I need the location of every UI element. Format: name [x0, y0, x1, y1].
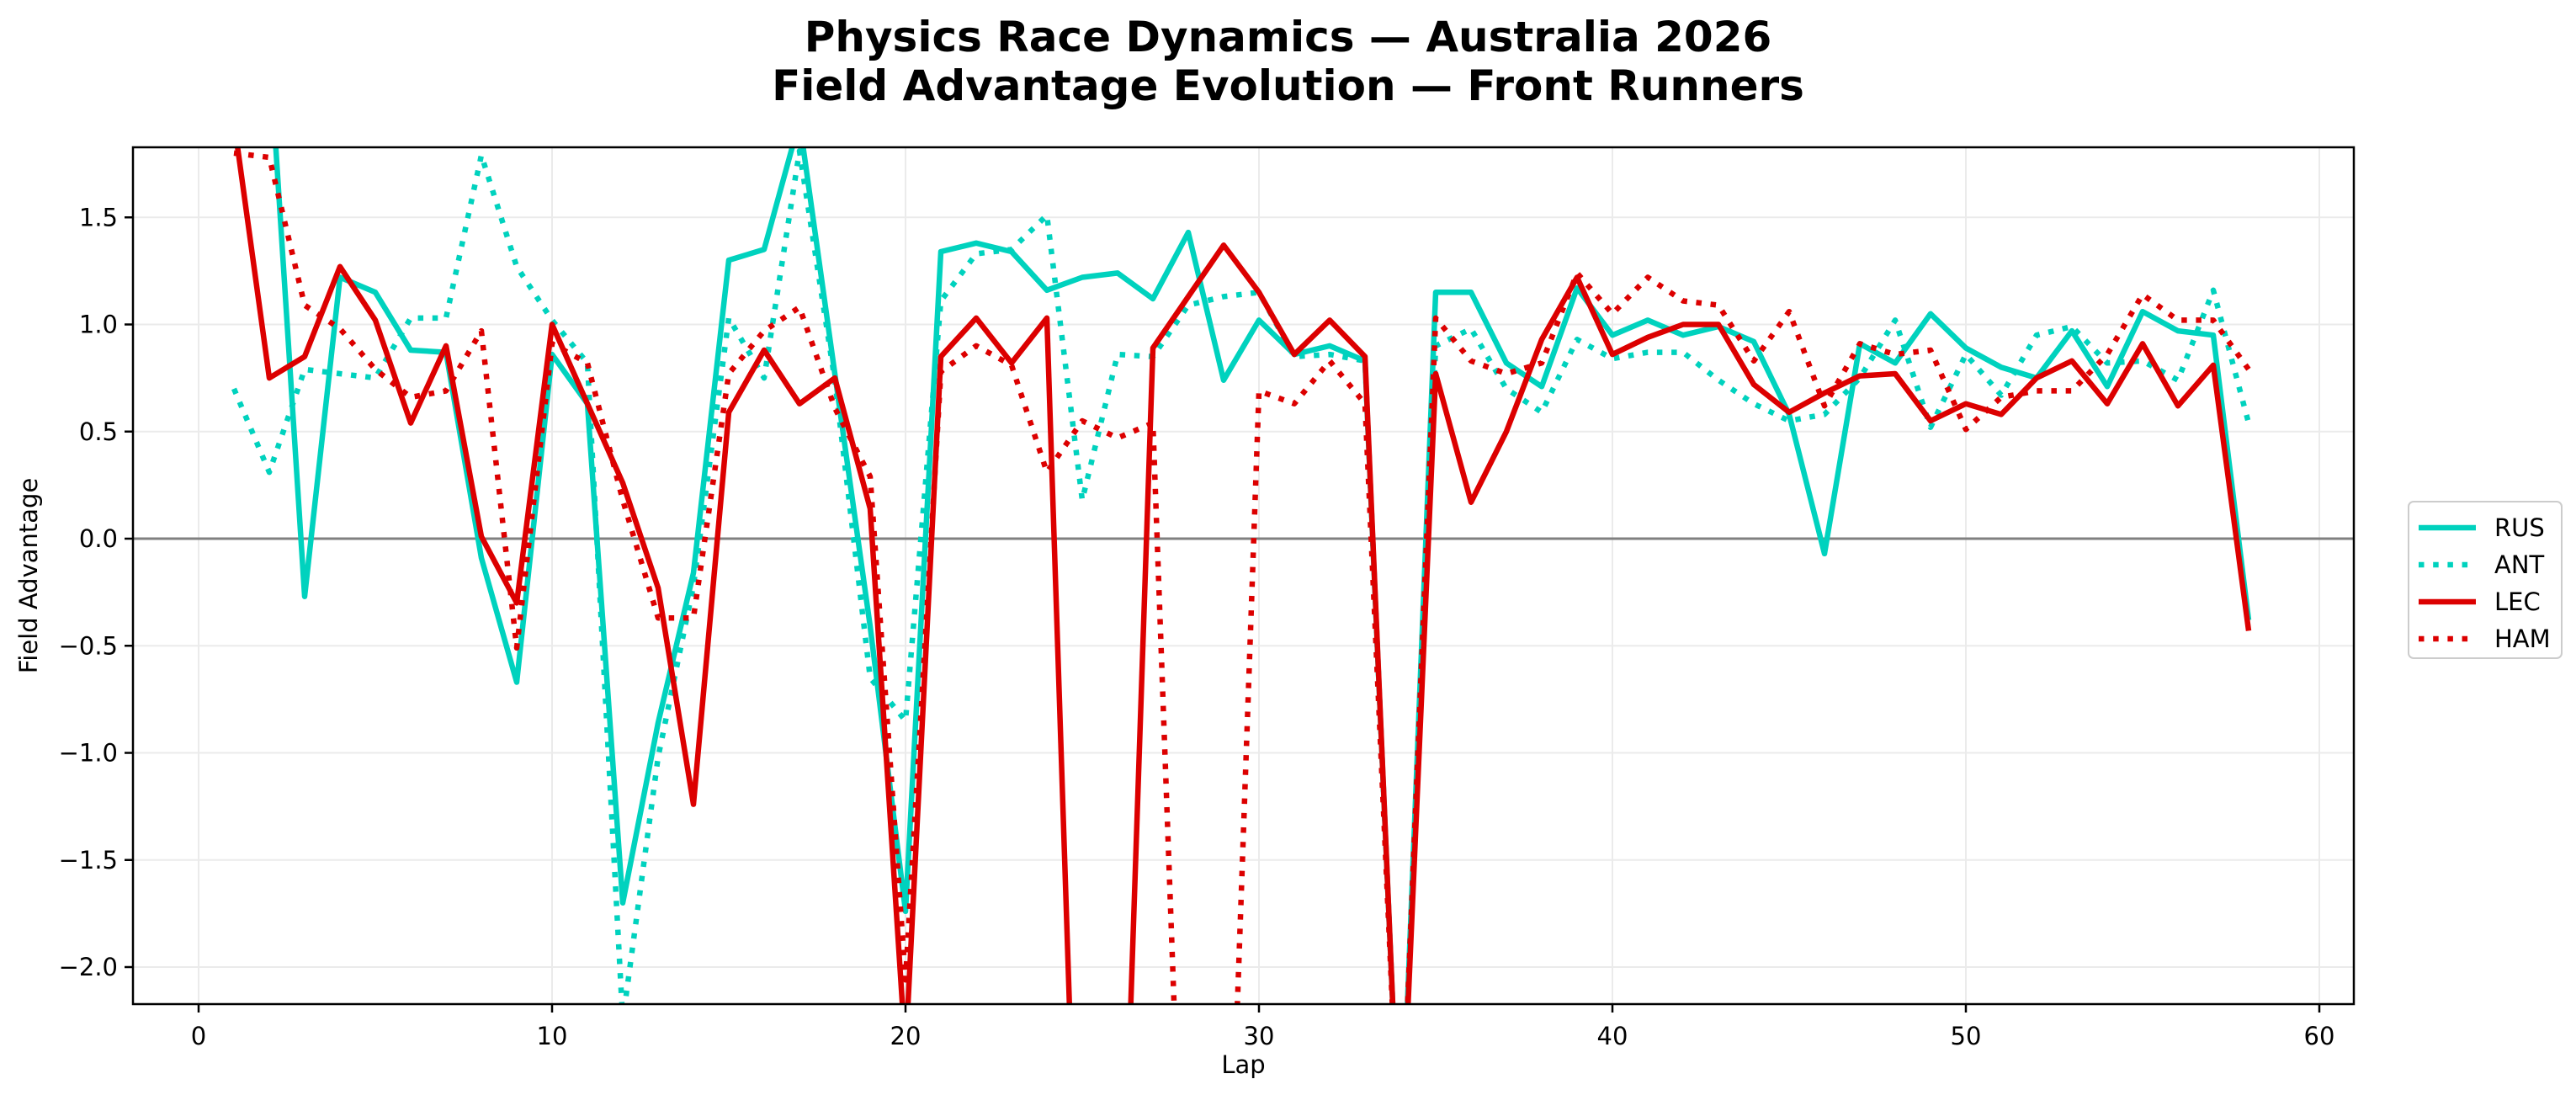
x-tick-label: 0 [191, 1022, 206, 1050]
legend-label-lec: LEC [2494, 587, 2541, 616]
y-tick-label: 0.0 [79, 524, 118, 553]
y-tick-label: 1.5 [79, 203, 118, 231]
y-tick-label: −1.0 [59, 739, 118, 768]
y-tick-label: 1.0 [79, 311, 118, 339]
series-lines [231, 147, 2252, 1004]
y-tick-label: −1.5 [59, 846, 118, 874]
legend-label-rus: RUS [2494, 513, 2545, 542]
y-tick-label: −2.0 [59, 953, 118, 981]
x-axis-label: Lap [1221, 1050, 1265, 1079]
chart-title-line-2: Field Advantage Evolution — Front Runner… [772, 61, 1804, 110]
x-tick-label: 20 [890, 1022, 922, 1050]
x-tick-label: 60 [2304, 1022, 2335, 1050]
x-axis-ticks: 0 10 20 30 40 50 60 [191, 1004, 2335, 1050]
legend-label-ham: HAM [2494, 625, 2551, 653]
x-tick-label: 10 [537, 1022, 568, 1050]
legend-box [2408, 501, 2563, 659]
series-ant [231, 148, 2252, 1004]
legend: RUS ANT LEC HAM [2408, 501, 2563, 659]
legend-label-ant: ANT [2494, 550, 2545, 579]
x-tick-label: 50 [1951, 1022, 1982, 1050]
axes-frame [131, 146, 2356, 1006]
y-tick-label: 0.5 [79, 417, 118, 446]
y-axis-label: Field Advantage [14, 478, 43, 674]
x-tick-label: 30 [1244, 1022, 1275, 1050]
y-tick-label: −0.5 [59, 631, 118, 660]
series-lec [235, 147, 2252, 1004]
chart-title-line-1: Physics Race Dynamics — Australia 2026 [804, 13, 1772, 61]
y-axis-ticks: −2.0 −1.5 −1.0 −0.5 0.0 0.5 1.0 1.5 [59, 203, 133, 981]
x-tick-label: 40 [1597, 1022, 1628, 1050]
